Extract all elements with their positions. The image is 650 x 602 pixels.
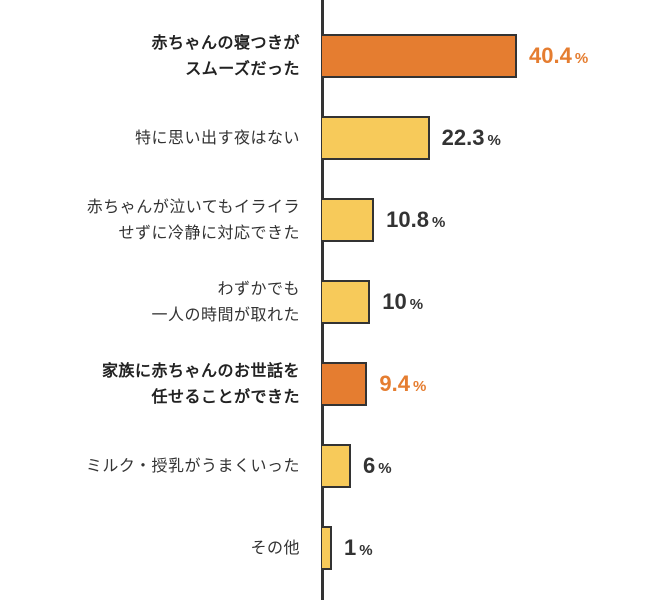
bar: [322, 198, 375, 242]
bar-row: 赤ちゃんの寝つきがスムーズだった 40.4%: [0, 15, 650, 97]
category-label-line: 赤ちゃんが泣いてもイライラ: [86, 197, 300, 216]
value-number: 6: [362, 453, 376, 478]
bar-row: 家族に赤ちゃんのお世話を任せることができた 9.4%: [0, 343, 650, 425]
value-number: 1: [344, 535, 357, 560]
category-label: 赤ちゃんが泣いてもイライラせずに冷静に対応できた: [87, 194, 300, 246]
percent-sign: %: [431, 214, 446, 231]
value-label: 9.4%: [379, 371, 426, 397]
bar-row: その他 1%: [0, 507, 650, 589]
value-label: 10%: [382, 289, 423, 315]
bar: [322, 362, 368, 406]
category-label-line: スムーズだった: [185, 59, 300, 78]
bar: [322, 116, 430, 160]
value-label: 22.3%: [442, 125, 501, 151]
bar: [322, 34, 517, 78]
value-number: 10: [382, 289, 407, 314]
category-label-line: せずに冷静に対応できた: [118, 223, 300, 242]
category-label-line: 赤ちゃんの寝つきが: [151, 33, 300, 52]
category-label-line: わずかでも: [217, 279, 300, 298]
bar-row: 赤ちゃんが泣いてもイライラせずに冷静に対応できた 10.8%: [0, 179, 650, 261]
category-label: ミルク・授乳がうまくいった: [86, 453, 300, 479]
bar-row: ミルク・授乳がうまくいった 6%: [0, 425, 650, 507]
category-label: 特に思い出す夜はない: [135, 125, 300, 151]
value-label: 6%: [363, 453, 392, 479]
value-number: 22.3: [441, 125, 485, 150]
category-label-line: 一人の時間が取れた: [151, 305, 300, 324]
percent-sign: %: [487, 132, 501, 149]
category-label-line: その他: [250, 538, 300, 557]
percent-sign: %: [574, 50, 589, 67]
percent-sign: %: [409, 296, 424, 313]
value-label: 1%: [344, 535, 373, 561]
value-number: 9.4: [379, 371, 410, 396]
bar: [322, 444, 351, 488]
category-label: 赤ちゃんの寝つきがスムーズだった: [151, 30, 300, 82]
value-number: 40.4: [529, 43, 572, 68]
value-label: 10.8%: [386, 207, 445, 233]
category-label-line: 任せることができた: [151, 387, 300, 406]
percent-sign: %: [359, 542, 373, 559]
bar: [322, 526, 332, 570]
category-label: 家族に赤ちゃんのお世話を任せることができた: [102, 358, 300, 410]
bar-row: 特に思い出す夜はない 22.3%: [0, 97, 650, 179]
category-label-line: 家族に赤ちゃんのお世話を: [101, 361, 300, 380]
bar-row: わずかでも一人の時間が取れた 10%: [0, 261, 650, 343]
category-label-line: 特に思い出す夜はない: [134, 128, 300, 147]
category-label: わずかでも一人の時間が取れた: [151, 276, 300, 328]
value-label: 40.4%: [529, 43, 588, 69]
bar: [322, 280, 371, 324]
percent-sign: %: [378, 460, 392, 477]
category-label: その他: [250, 535, 300, 561]
percent-sign: %: [412, 378, 427, 395]
value-number: 10.8: [386, 207, 429, 232]
category-label-line: ミルク・授乳がうまくいった: [85, 456, 300, 475]
